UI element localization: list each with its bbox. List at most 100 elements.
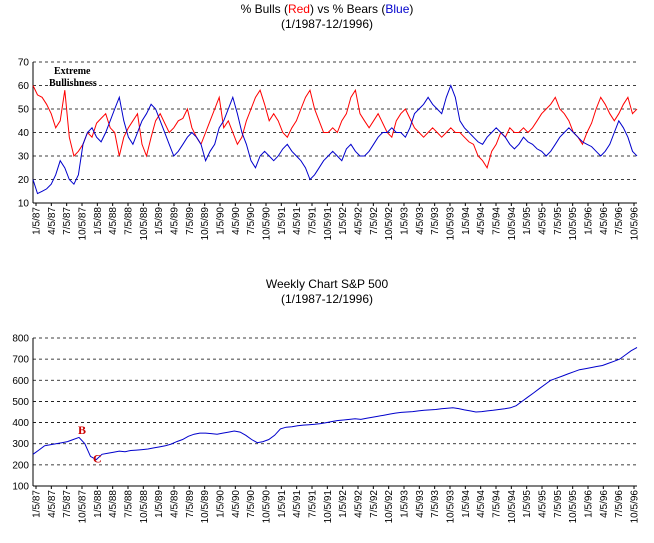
chart1-xtick-label: 1/5/87: [32, 207, 43, 235]
chart1-xtick-label: 1/5/90: [216, 207, 227, 235]
chart1-xtick-label: 4/5/93: [415, 207, 426, 235]
chart1-xtick-label: 7/5/92: [369, 207, 380, 235]
chart1-title-blue: Blue: [385, 2, 409, 16]
chart2-xtick-label: 10/5/96: [630, 490, 641, 524]
chart2-xtick-label: 1/5/91: [277, 490, 288, 518]
chart1-xtick-label: 4/5/90: [231, 207, 242, 235]
chart2-xtick-label: 10/5/88: [139, 490, 150, 524]
chart2-xtick-label: 4/5/91: [292, 490, 303, 518]
chart2-ytick-label: 500: [12, 397, 29, 408]
chart1-ytick-label: 60: [18, 81, 30, 92]
chart1-xtick-label: 7/5/94: [492, 207, 503, 235]
chart1-title: % Bulls (Red) vs % Bears (Blue): [241, 2, 414, 16]
chart1-xtick-label: 1/5/92: [338, 207, 349, 235]
chart2-ytick-label: 400: [12, 418, 29, 429]
chart2-xtick-label: 7/5/87: [62, 490, 73, 518]
chart1-xtick-label: 1/5/93: [400, 207, 411, 235]
extreme-bullishness-annotation-line1: Extreme: [54, 66, 91, 77]
chart1-xtick-label: 1/5/88: [93, 207, 104, 235]
chart1-xtick-label: 7/5/96: [614, 207, 625, 235]
chart2-xtick-label: 7/5/89: [185, 490, 196, 518]
chart2-xtick-label: 10/5/90: [262, 490, 273, 524]
chart1-xtick-label: 10/5/95: [568, 207, 579, 241]
chart1-xtick-label: 1/5/95: [522, 207, 533, 235]
chart2-xtick-label: 7/5/92: [369, 490, 380, 518]
chart2-ytick-label: 600: [12, 376, 29, 387]
sp500-chart: 100 200 300 400 500 600 700 800 1/5/87 4/5/87 7/5/…: [12, 334, 640, 524]
chart2-xtick-label: 10/5/91: [323, 490, 334, 524]
chart1-xtick-label: 4/5/92: [354, 207, 365, 235]
chart1-xtick-label: 10/5/94: [507, 207, 518, 241]
chart1-xtick-label: 10/5/93: [446, 207, 457, 241]
chart1-xtick-label: 10/5/87: [78, 207, 89, 241]
chart1-xtick-label: 10/5/88: [139, 207, 150, 241]
chart1-xtick-label: 4/5/91: [292, 207, 303, 235]
chart2-xtick-label: 10/5/95: [568, 490, 579, 524]
chart1-xtick-label: 10/5/92: [384, 207, 395, 241]
chart2-xtick-label: 4/5/93: [415, 490, 426, 518]
chart2-xtick-label: 4/5/92: [354, 490, 365, 518]
chart1-title-red: Red: [288, 2, 310, 16]
chart2-xtick-label: 7/5/88: [124, 490, 135, 518]
chart1-xtick-label: 7/5/95: [553, 207, 564, 235]
chart2-xtick-label: 7/5/90: [246, 490, 257, 518]
chart2-subtitle: (1/1987-12/1996): [281, 292, 373, 306]
chart1-ytick-label: 30: [18, 152, 30, 163]
chart2-xtick-label: 7/5/96: [614, 490, 625, 518]
chart1-ytick-label: 50: [18, 105, 30, 116]
chart2-xtick-label: 10/5/89: [200, 490, 211, 524]
chart2-xtick-label: 1/5/89: [154, 490, 165, 518]
chart2-xtick-label: 1/5/90: [216, 490, 227, 518]
bulls-bears-chart: 10 20 30 40 50 60 70 1/5/87 4/5/87 7/5/87 10/5/87 1…: [18, 58, 641, 241]
chart1-xtick-label: 10/5/89: [200, 207, 211, 241]
chart1-xtick-label: 4/5/89: [170, 207, 181, 235]
chart1-xtick-label: 7/5/88: [124, 207, 135, 235]
chart2-series-line-0: [32, 347, 638, 461]
chart1-xtick-label: 10/5/96: [630, 207, 641, 241]
chart1-xtick-label: 4/5/88: [108, 207, 119, 235]
chart1-xtick-label: 1/5/89: [154, 207, 165, 235]
chart2-xtick-label: 7/5/94: [492, 490, 503, 518]
chart1-xtick-label: 7/5/89: [185, 207, 196, 235]
chart2-xtick-label: 1/5/94: [461, 490, 472, 518]
chart1-xtick-label: 7/5/87: [62, 207, 73, 235]
chart1-xtick-label: 4/5/94: [476, 207, 487, 235]
chart1-ytick-label: 10: [18, 199, 30, 210]
chart2-xtick-label: 4/5/96: [599, 490, 610, 518]
chart1-ytick-label: 70: [18, 58, 30, 69]
chart2-xtick-label: 4/5/94: [476, 490, 487, 518]
chart1-xtick-label: 1/5/94: [461, 207, 472, 235]
chart1-xtick-label: 7/5/91: [308, 207, 319, 235]
chart2-xtick-label: 7/5/91: [308, 490, 319, 518]
chart1-xtick-label: 4/5/95: [538, 207, 549, 235]
chart2-xtick-label: 10/5/92: [384, 490, 395, 524]
chart1-xtick-label: 1/5/96: [584, 207, 595, 235]
chart1-series-line-0: [32, 85, 638, 170]
chart2-ytick-label: 700: [12, 355, 29, 366]
chart2-ytick-label: 200: [12, 460, 29, 471]
chart1-series-line-1: [32, 84, 638, 195]
chart2-xtick-label: 7/5/93: [430, 490, 441, 518]
chart1-ytick-label: 20: [18, 175, 30, 186]
chart2-xtick-label: 7/5/95: [553, 490, 564, 518]
chart2-xtick-label: 4/5/89: [170, 490, 181, 518]
chart2-xtick-label: 1/5/88: [93, 490, 104, 518]
chart2-xtick-label: 10/5/94: [507, 490, 518, 524]
annotation-b: B: [78, 423, 86, 437]
extreme-bullishness-annotation-line2: Bullishness: [49, 78, 97, 89]
chart2-xtick-label: 1/5/87: [32, 490, 43, 518]
chart2-xtick-label: 1/5/95: [522, 490, 533, 518]
chart2-xtick-label: 4/5/95: [538, 490, 549, 518]
chart2-title: Weekly Chart S&P 500: [266, 277, 389, 291]
annotation-c: C: [93, 452, 102, 466]
chart1-xtick-label: 7/5/93: [430, 207, 441, 235]
chart2-ytick-label: 100: [12, 482, 29, 493]
chart2-xtick-label: 4/5/90: [231, 490, 242, 518]
chart2-xtick-label: 4/5/88: [108, 490, 119, 518]
chart2-xtick-label: 1/5/92: [338, 490, 349, 518]
chart2-ytick-label: 800: [12, 334, 29, 345]
chart1-subtitle: (1/1987-12/1996): [281, 17, 373, 31]
chart2-xtick-label: 10/5/87: [78, 490, 89, 524]
chart2-xtick-label: 4/5/87: [47, 490, 58, 518]
